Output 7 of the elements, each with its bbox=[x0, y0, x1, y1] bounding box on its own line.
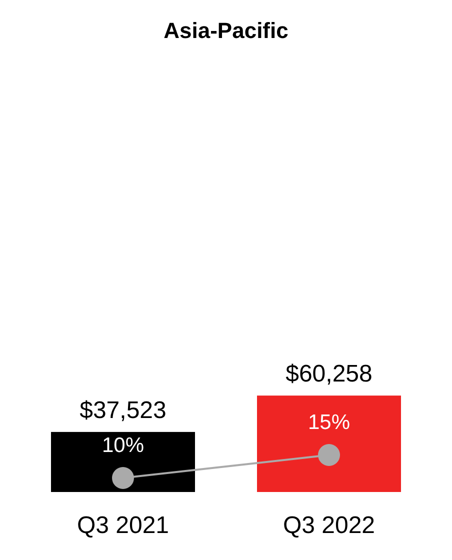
x-tick-label: Q3 2022 bbox=[282, 512, 376, 539]
data-label: $60,258 bbox=[286, 360, 372, 388]
data-label: 10% bbox=[102, 434, 144, 457]
data-label: $37,523 bbox=[80, 396, 166, 424]
x-tick-label: Q3 2021 bbox=[76, 512, 170, 539]
chart-title: Asia-Pacific bbox=[164, 18, 288, 43]
data-label: 15% bbox=[308, 411, 350, 434]
